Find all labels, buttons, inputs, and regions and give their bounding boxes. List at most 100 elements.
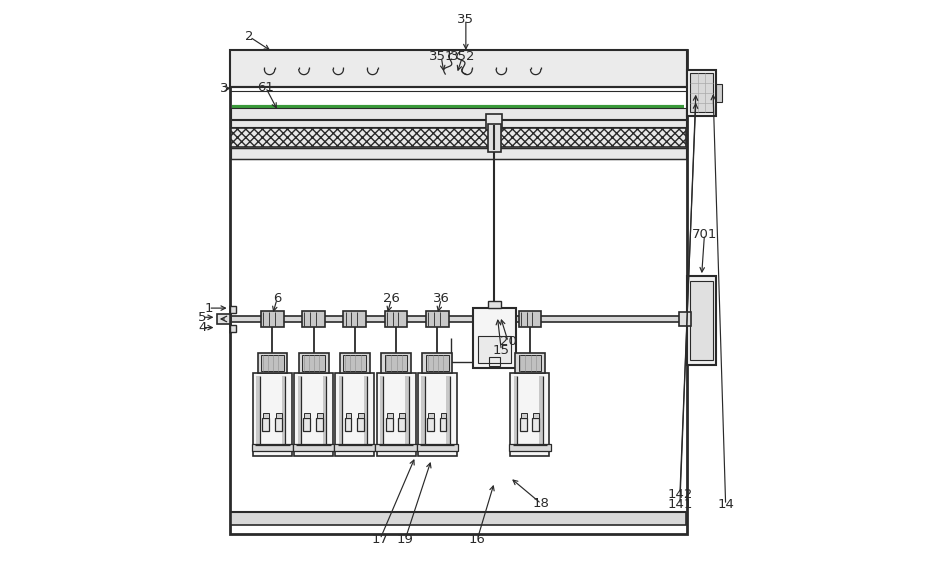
Bar [230, 50, 687, 534]
Bar [232, 109, 686, 118]
Bar [230, 50, 687, 87]
Bar [687, 276, 716, 365]
Text: 19: 19 [397, 533, 414, 546]
Bar [263, 413, 269, 418]
Bar [539, 376, 543, 445]
Bar [518, 355, 542, 371]
Bar [299, 352, 329, 373]
Bar [405, 376, 409, 445]
Text: 142: 142 [667, 488, 692, 501]
Bar [376, 373, 416, 457]
Bar [426, 311, 448, 327]
Text: 17: 17 [372, 533, 389, 546]
Bar [421, 376, 425, 445]
Bar [679, 312, 691, 326]
Bar [232, 120, 686, 127]
Text: 20: 20 [500, 335, 517, 348]
Bar [304, 418, 310, 431]
Bar [298, 376, 301, 445]
Bar [400, 413, 405, 418]
Bar [533, 413, 539, 418]
Bar [345, 418, 351, 431]
Bar [514, 376, 517, 445]
Bar [426, 355, 448, 371]
Bar [257, 376, 260, 445]
Text: 5: 5 [198, 310, 207, 324]
Bar [364, 376, 367, 445]
Bar [428, 413, 433, 418]
Bar [258, 352, 288, 373]
Bar [687, 70, 716, 116]
Bar [473, 308, 516, 367]
Text: 35: 35 [458, 13, 474, 26]
Text: 36: 36 [432, 293, 449, 305]
Text: 6: 6 [273, 293, 281, 305]
Bar [509, 444, 550, 451]
Bar [276, 413, 281, 418]
Bar [385, 311, 407, 327]
Bar [232, 128, 686, 147]
Bar [261, 355, 284, 371]
Bar [230, 325, 236, 332]
Bar [532, 418, 539, 431]
Bar [398, 418, 405, 431]
Text: 61: 61 [257, 81, 274, 94]
Bar [441, 413, 446, 418]
Bar [253, 373, 292, 457]
Bar [716, 84, 722, 102]
Bar [317, 413, 323, 418]
Bar [339, 376, 342, 445]
Bar [334, 444, 375, 451]
Bar [230, 306, 236, 313]
Bar [232, 148, 686, 159]
Bar [515, 352, 545, 373]
Bar [357, 418, 364, 431]
Bar [303, 311, 325, 327]
Bar [344, 355, 366, 371]
Bar [304, 413, 310, 418]
Bar [690, 281, 713, 360]
Bar [316, 418, 323, 431]
Text: 4: 4 [198, 321, 206, 334]
Bar [294, 373, 333, 457]
Bar [422, 352, 452, 373]
Bar [521, 413, 527, 418]
Text: 14: 14 [717, 499, 734, 511]
Bar [275, 418, 281, 431]
Bar [217, 315, 230, 324]
Bar [323, 376, 326, 445]
Bar [488, 301, 502, 308]
Bar [375, 444, 417, 451]
Bar [281, 376, 285, 445]
Bar [385, 355, 407, 371]
Bar [340, 352, 370, 373]
Text: 15: 15 [493, 344, 510, 357]
Bar [488, 124, 502, 152]
Bar [417, 373, 457, 457]
Bar [518, 311, 542, 327]
Bar [303, 355, 325, 371]
Text: 1: 1 [205, 302, 213, 315]
Bar [233, 316, 682, 322]
Text: 26: 26 [383, 293, 400, 305]
Bar [387, 413, 392, 418]
Bar [417, 444, 458, 451]
Text: 3: 3 [219, 82, 228, 95]
Text: 16: 16 [469, 533, 486, 546]
Text: 18: 18 [533, 497, 550, 510]
Bar [386, 418, 392, 431]
Bar [690, 74, 713, 112]
Bar [346, 413, 351, 418]
Text: 701: 701 [692, 228, 717, 241]
Bar [252, 444, 293, 451]
Bar [359, 413, 364, 418]
Bar [519, 418, 527, 431]
Bar [261, 311, 284, 327]
Bar [477, 336, 511, 363]
Text: 351: 351 [429, 51, 454, 63]
Bar [440, 418, 446, 431]
Bar [293, 444, 334, 451]
Bar [446, 376, 450, 445]
Bar [232, 128, 686, 147]
Bar [232, 512, 686, 525]
